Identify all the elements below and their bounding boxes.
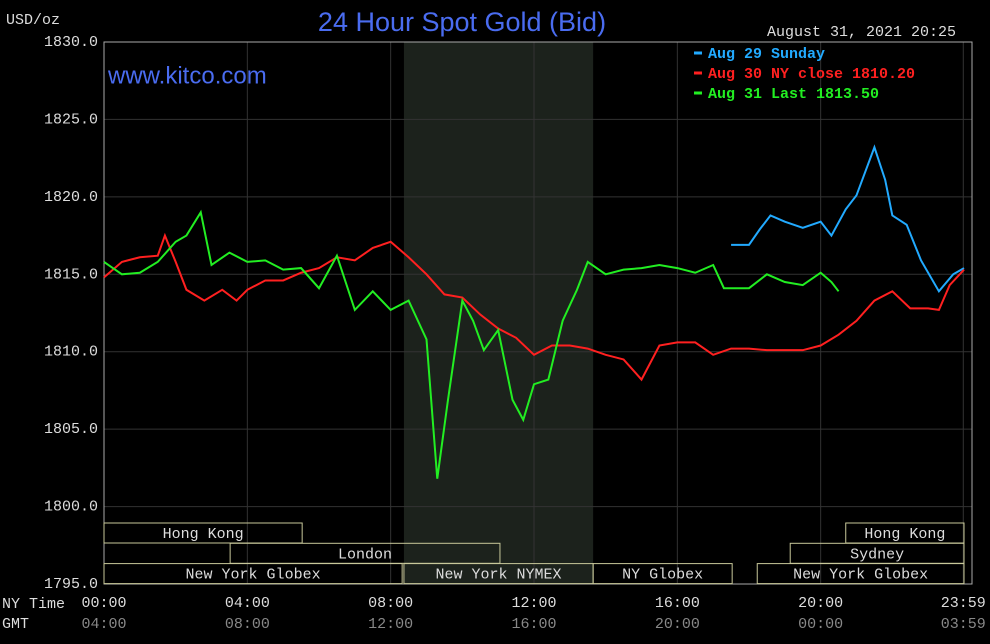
y-axis-unit: USD/oz bbox=[6, 12, 60, 29]
x-tick-label-gmt: 00:00 bbox=[798, 616, 843, 633]
y-tick-label: 1820.0 bbox=[44, 189, 98, 206]
legend-label: Aug 31 Last 1813.50 bbox=[708, 86, 879, 103]
y-tick-label: 1810.0 bbox=[44, 344, 98, 361]
x-tick-label-gmt: 12:00 bbox=[368, 616, 413, 633]
legend-label: Aug 29 Sunday bbox=[708, 46, 825, 63]
session-label: Hong Kong bbox=[864, 526, 945, 543]
x-tick-label: 00:00 bbox=[81, 595, 126, 612]
session-box bbox=[103, 563, 403, 585]
timestamp: August 31, 2021 20:25 bbox=[767, 24, 956, 41]
x-axis-label: GMT bbox=[2, 616, 29, 633]
x-tick-label: 08:00 bbox=[368, 595, 413, 612]
session-box bbox=[592, 563, 733, 585]
session-label: Sydney bbox=[850, 546, 904, 563]
y-tick-label: 1815.0 bbox=[44, 266, 98, 283]
x-tick-label: 23:59 bbox=[941, 595, 986, 612]
y-tick-label: 1800.0 bbox=[44, 499, 98, 516]
x-tick-label: 16:00 bbox=[655, 595, 700, 612]
y-tick-label: 1830.0 bbox=[44, 34, 98, 51]
x-tick-label: 04:00 bbox=[225, 595, 270, 612]
chart-title: 24 Hour Spot Gold (Bid) bbox=[318, 7, 606, 37]
y-tick-label: 1825.0 bbox=[44, 111, 98, 128]
series-line bbox=[103, 209, 840, 479]
x-tick-label-gmt: 04:00 bbox=[81, 616, 126, 633]
watermark: www.kitco.com bbox=[107, 62, 267, 89]
x-tick-label-gmt: 03:59 bbox=[941, 616, 986, 633]
series-line bbox=[103, 232, 965, 382]
session-label: Hong Kong bbox=[163, 526, 244, 543]
session-box bbox=[103, 522, 303, 544]
x-tick-label-gmt: 16:00 bbox=[511, 616, 556, 633]
session-label: NY Globex bbox=[622, 567, 703, 584]
y-tick-label: 1795.0 bbox=[44, 576, 98, 593]
session-label: London bbox=[338, 546, 392, 563]
legend-label: Aug 30 NY close 1810.20 bbox=[708, 66, 915, 83]
x-tick-label-gmt: 20:00 bbox=[655, 616, 700, 633]
x-tick-label: 20:00 bbox=[798, 595, 843, 612]
x-tick-label: 12:00 bbox=[511, 595, 556, 612]
y-tick-label: 1805.0 bbox=[44, 421, 98, 438]
x-tick-label-gmt: 08:00 bbox=[225, 616, 270, 633]
session-label: New York NYMEX bbox=[436, 567, 562, 584]
session-box bbox=[756, 563, 965, 585]
session-label: New York Globex bbox=[793, 567, 928, 584]
series-line bbox=[731, 144, 965, 294]
shaded-region bbox=[403, 42, 594, 584]
x-axis-label: NY Time bbox=[2, 596, 65, 613]
session-label: New York Globex bbox=[186, 567, 321, 584]
